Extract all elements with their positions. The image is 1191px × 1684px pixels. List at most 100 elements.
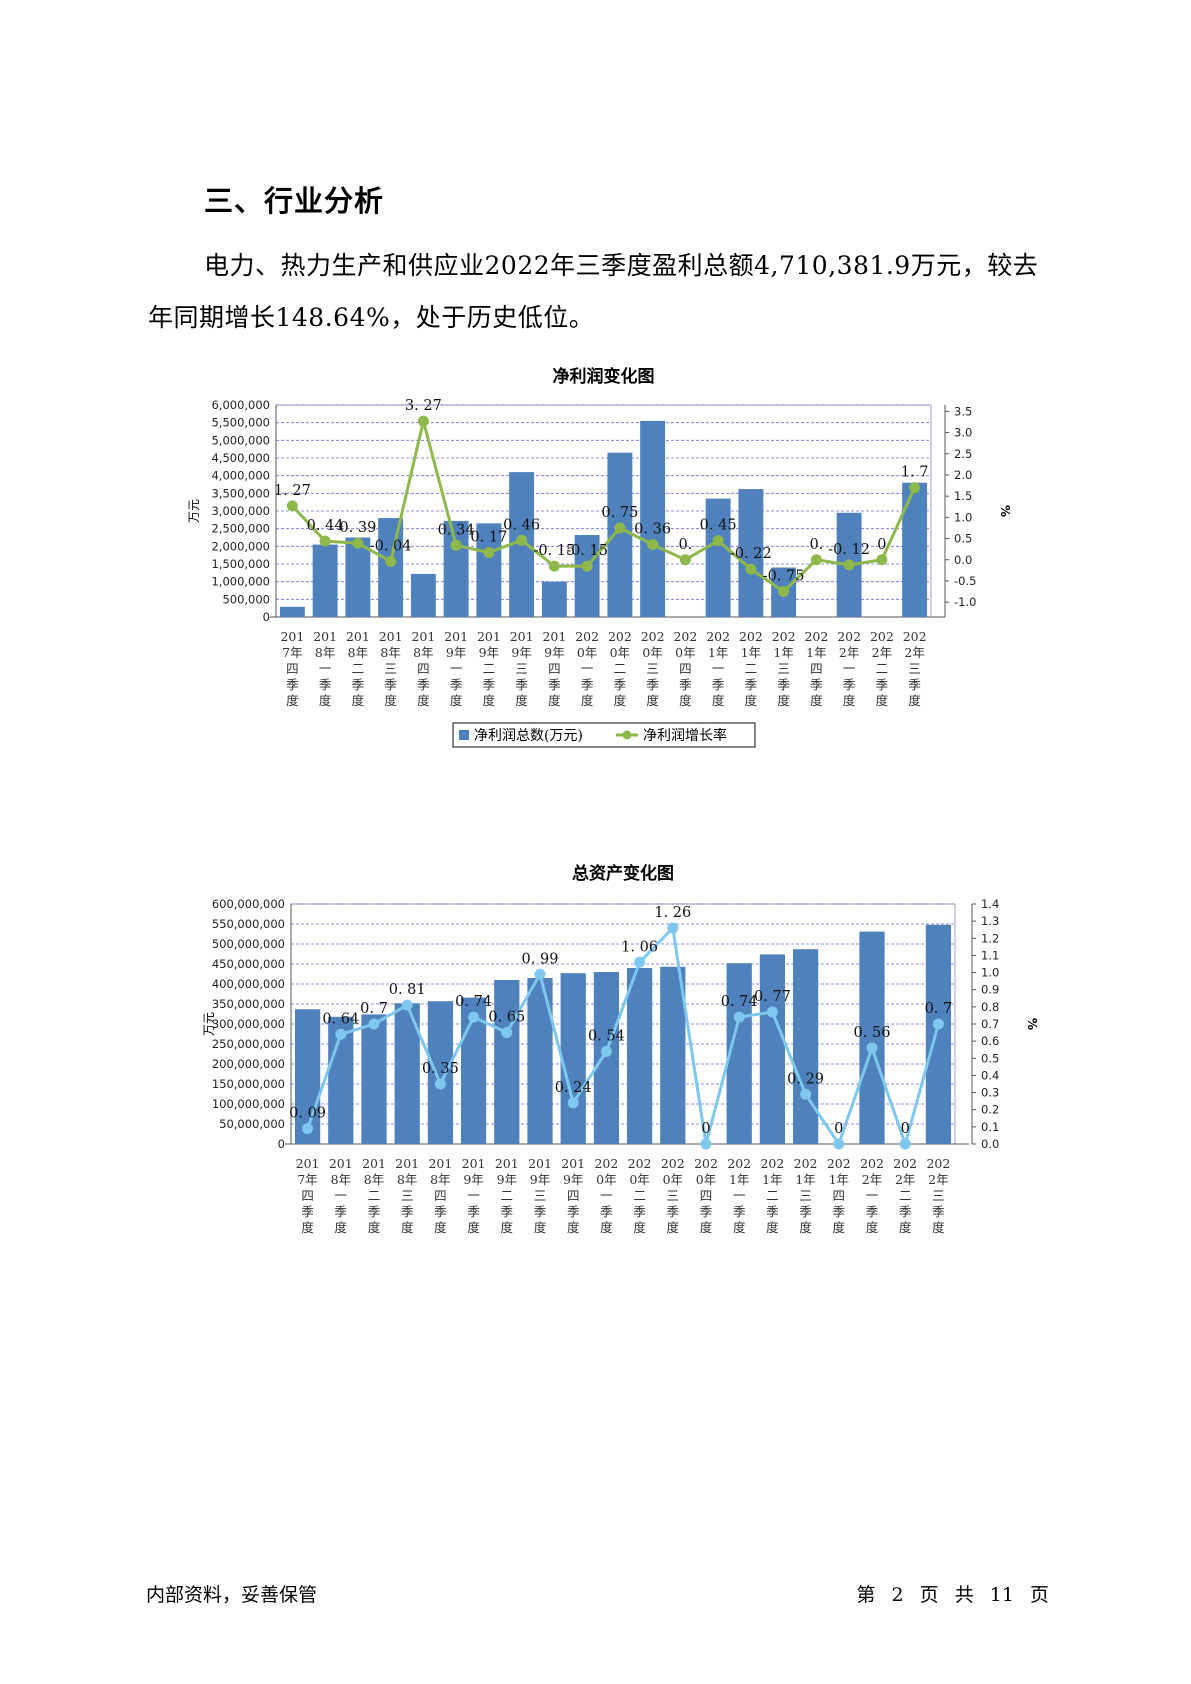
data-label: 0. 99 (522, 951, 559, 967)
net-profit-chart: 净利润变化图 0 500,000 1,000,000 1,500,000 2,000,00… (0, 330, 1191, 800)
bar (312, 544, 338, 617)
data-label: 1. 06 (621, 939, 658, 955)
data-label: 0 (901, 1121, 910, 1137)
x-tick-label: 202 0年四季度 (673, 629, 697, 708)
line-point (778, 586, 790, 598)
page-no: 2 (891, 1584, 904, 1606)
line-point (368, 1018, 380, 1030)
y2-tick-label: 0.3 (981, 1086, 999, 1100)
y-tick-label: 500,000,000 (212, 937, 285, 951)
line-point (899, 1138, 911, 1150)
line-point (843, 559, 855, 571)
bar (660, 966, 686, 1144)
data-label: -0. 04 (370, 538, 412, 554)
bar (705, 498, 731, 617)
bar (593, 972, 620, 1144)
y2-tick-label: 2.0 (954, 468, 972, 482)
y-tick-label: 5,500,000 (211, 416, 270, 430)
bar (759, 954, 786, 1144)
bar (574, 535, 600, 617)
bar (294, 1009, 321, 1144)
line-point (866, 1042, 878, 1054)
bar (640, 420, 666, 617)
series-line (306, 926, 940, 1146)
data-label: 3. 27 (405, 398, 442, 414)
bar (626, 968, 653, 1144)
x-tick-label: 201 8年四季度 (428, 1156, 452, 1235)
x-tick-label: 202 1年一季度 (727, 1156, 751, 1235)
x-tick-label: 202 2年一季度 (837, 629, 861, 708)
section-heading: 三、行业分析 (204, 184, 385, 218)
x-tick-label: 202 0年二季度 (628, 1156, 652, 1235)
y2-tick-label: 0.0 (981, 1137, 999, 1151)
data-label: -0. 12 (828, 542, 870, 558)
line-point (468, 1011, 480, 1023)
data-label: 0. 39 (339, 520, 376, 536)
y2-tick-label: 1.0 (981, 966, 999, 980)
bar (902, 482, 928, 617)
x-tick-label: 201 7年四季度 (296, 1156, 320, 1235)
bar (560, 973, 586, 1144)
legend-box (452, 722, 756, 748)
data-label: -0. 15 (566, 543, 608, 559)
y2-tick-label: 0.0 (954, 553, 972, 567)
y-axis-title: 万元 (187, 499, 201, 523)
data-label: 0. 7 (360, 1001, 388, 1017)
y-tick-label: 3,500,000 (211, 486, 270, 500)
x-tick-label: 201 9年二季度 (495, 1156, 519, 1235)
y2-tick-label: 0.9 (981, 983, 999, 997)
line-point (534, 968, 546, 980)
x-tick-label: 201 8年一季度 (329, 1156, 353, 1235)
y-tick-label: 250,000,000 (212, 1037, 285, 1051)
y-tick-label: 2,000,000 (211, 539, 270, 553)
chart-title: 净利润变化图 (553, 366, 655, 387)
x-tick-label: 201 8年一季度 (313, 629, 337, 708)
data-label: 0. 64 (322, 1011, 359, 1027)
line-point (745, 563, 757, 575)
bar (378, 518, 404, 617)
line-point (581, 560, 593, 572)
y-tick-label: 300,000,000 (212, 1017, 285, 1031)
x-tick-label: 201 8年三季度 (395, 1156, 419, 1235)
y2-tick-label: 2.5 (954, 447, 972, 461)
data-label: 0. 44 (307, 518, 344, 534)
line-point (766, 1006, 778, 1018)
x-tick-label: 202 1年三季度 (772, 629, 796, 708)
bar (476, 523, 502, 617)
legend-bar-label: 净利润总数(万元) (474, 728, 583, 744)
line-point (634, 956, 646, 968)
line-point (401, 999, 413, 1011)
data-label: 1. 27 (274, 483, 311, 499)
x-tick-label: 201 9年二季度 (477, 629, 501, 708)
line-point (335, 1028, 347, 1040)
data-label: 1. 7 (901, 465, 929, 481)
x-tick-label: 202 0年三季度 (641, 629, 665, 708)
y-tick-label: 50,000,000 (219, 1117, 285, 1131)
total-pages: 11 (989, 1584, 1014, 1606)
y2-tick-label: 1.1 (981, 948, 999, 962)
x-tick-label: 201 7年四季度 (280, 629, 304, 708)
total-assets-chart-svg: 总资产变化图 0 50,000,000 100,000,000 150,000,000 2… (202, 863, 1039, 1235)
y-tick-label: 350,000,000 (212, 997, 285, 1011)
line-point (516, 534, 528, 546)
y-axis-title: 万元 (202, 1012, 216, 1036)
y-tick-label: 600,000,000 (212, 897, 285, 911)
data-label: 0. 65 (488, 1010, 525, 1026)
y-tick-label: 6,000,000 (211, 398, 270, 412)
line-point (647, 538, 659, 550)
y2-tick-label: 1.3 (981, 914, 999, 928)
data-label: 1. 26 (654, 905, 691, 921)
x-tick-label: 201 8年二季度 (346, 629, 370, 708)
line-point (909, 482, 921, 494)
data-label: 0 (877, 537, 886, 553)
y2-tick-label: 3.0 (954, 426, 972, 440)
line-point (352, 537, 364, 549)
y-tick-label: 450,000,000 (212, 957, 285, 971)
y2-tick-label: 1.4 (981, 897, 999, 911)
line-point (733, 1011, 745, 1023)
x-tick-label: 202 2年一季度 (860, 1156, 884, 1235)
legend-line-marker (622, 730, 632, 740)
y2-axis-title: % (1025, 1018, 1039, 1030)
y2-tick-label: 0.5 (981, 1051, 999, 1065)
bar (607, 452, 633, 617)
